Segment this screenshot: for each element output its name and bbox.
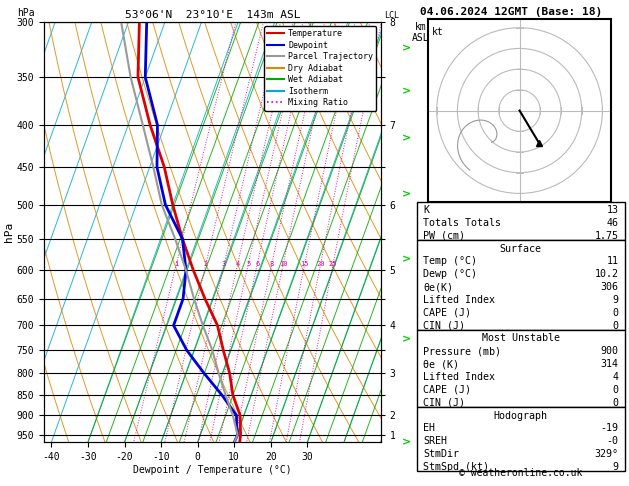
FancyBboxPatch shape bbox=[417, 407, 625, 471]
Text: 3: 3 bbox=[222, 261, 226, 267]
Text: hPa: hPa bbox=[17, 8, 35, 17]
Text: CAPE (J): CAPE (J) bbox=[423, 308, 471, 318]
Text: 0: 0 bbox=[613, 385, 618, 395]
Text: >: > bbox=[403, 44, 411, 53]
Text: StmSpd (kt): StmSpd (kt) bbox=[423, 462, 489, 472]
Text: 9: 9 bbox=[613, 462, 618, 472]
Text: 04.06.2024 12GMT (Base: 18): 04.06.2024 12GMT (Base: 18) bbox=[420, 7, 602, 17]
Text: 20: 20 bbox=[316, 261, 325, 267]
Text: -0: -0 bbox=[606, 436, 618, 446]
Text: θe (K): θe (K) bbox=[423, 359, 459, 369]
Text: 10.2: 10.2 bbox=[594, 269, 618, 279]
Legend: Temperature, Dewpoint, Parcel Trajectory, Dry Adiabat, Wet Adiabat, Isotherm, Mi: Temperature, Dewpoint, Parcel Trajectory… bbox=[264, 26, 376, 111]
Text: Lifted Index: Lifted Index bbox=[423, 295, 495, 305]
Text: PW (cm): PW (cm) bbox=[423, 231, 465, 241]
Text: >: > bbox=[403, 86, 411, 96]
X-axis label: Dewpoint / Temperature (°C): Dewpoint / Temperature (°C) bbox=[133, 465, 292, 475]
Text: 11: 11 bbox=[606, 257, 618, 266]
Text: SREH: SREH bbox=[423, 436, 447, 446]
Text: LCL: LCL bbox=[384, 11, 399, 20]
Text: >: > bbox=[403, 254, 411, 264]
Text: Dewp (°C): Dewp (°C) bbox=[423, 269, 477, 279]
Text: >: > bbox=[403, 189, 411, 199]
Text: Most Unstable: Most Unstable bbox=[482, 333, 560, 344]
Text: Surface: Surface bbox=[500, 243, 542, 254]
Text: 900: 900 bbox=[600, 347, 618, 356]
Text: 4: 4 bbox=[613, 372, 618, 382]
Text: Lifted Index: Lifted Index bbox=[423, 372, 495, 382]
Text: θe(K): θe(K) bbox=[423, 282, 454, 292]
Text: CIN (J): CIN (J) bbox=[423, 398, 465, 408]
Text: kt: kt bbox=[432, 27, 444, 37]
Text: 0: 0 bbox=[613, 308, 618, 318]
Text: -19: -19 bbox=[600, 423, 618, 434]
Text: km
ASL: km ASL bbox=[412, 22, 430, 43]
Text: 314: 314 bbox=[600, 359, 618, 369]
Title: 53°06'N  23°10'E  143m ASL: 53°06'N 23°10'E 143m ASL bbox=[125, 10, 300, 20]
FancyBboxPatch shape bbox=[417, 240, 625, 330]
Text: 0: 0 bbox=[613, 321, 618, 330]
Text: 5: 5 bbox=[246, 261, 250, 267]
Text: Pressure (mb): Pressure (mb) bbox=[423, 347, 501, 356]
Text: 0: 0 bbox=[613, 398, 618, 408]
Text: 9: 9 bbox=[613, 295, 618, 305]
Text: >: > bbox=[403, 334, 411, 344]
Text: >: > bbox=[403, 437, 411, 447]
Text: 8: 8 bbox=[270, 261, 274, 267]
Text: Totals Totals: Totals Totals bbox=[423, 218, 501, 228]
Text: 13: 13 bbox=[606, 205, 618, 215]
FancyBboxPatch shape bbox=[417, 330, 625, 407]
Text: 4: 4 bbox=[235, 261, 240, 267]
Text: © weatheronline.co.uk: © weatheronline.co.uk bbox=[459, 468, 582, 478]
Text: Hodograph: Hodograph bbox=[494, 411, 548, 420]
Text: 1.75: 1.75 bbox=[594, 231, 618, 241]
Text: K: K bbox=[423, 205, 429, 215]
FancyBboxPatch shape bbox=[417, 202, 625, 240]
Text: 6: 6 bbox=[255, 261, 259, 267]
Text: 46: 46 bbox=[606, 218, 618, 228]
Text: 329°: 329° bbox=[594, 449, 618, 459]
Text: Temp (°C): Temp (°C) bbox=[423, 257, 477, 266]
Text: 306: 306 bbox=[600, 282, 618, 292]
Text: EH: EH bbox=[423, 423, 435, 434]
Text: 15: 15 bbox=[301, 261, 309, 267]
Text: 25: 25 bbox=[329, 261, 337, 267]
Text: 1: 1 bbox=[174, 261, 179, 267]
Text: CAPE (J): CAPE (J) bbox=[423, 385, 471, 395]
Text: 10: 10 bbox=[279, 261, 287, 267]
Text: 2: 2 bbox=[204, 261, 208, 267]
Text: >: > bbox=[403, 134, 411, 144]
Text: CIN (J): CIN (J) bbox=[423, 321, 465, 330]
Y-axis label: hPa: hPa bbox=[4, 222, 14, 242]
Text: StmDir: StmDir bbox=[423, 449, 459, 459]
Text: Mixing Ratio (g/kg): Mixing Ratio (g/kg) bbox=[450, 185, 459, 279]
